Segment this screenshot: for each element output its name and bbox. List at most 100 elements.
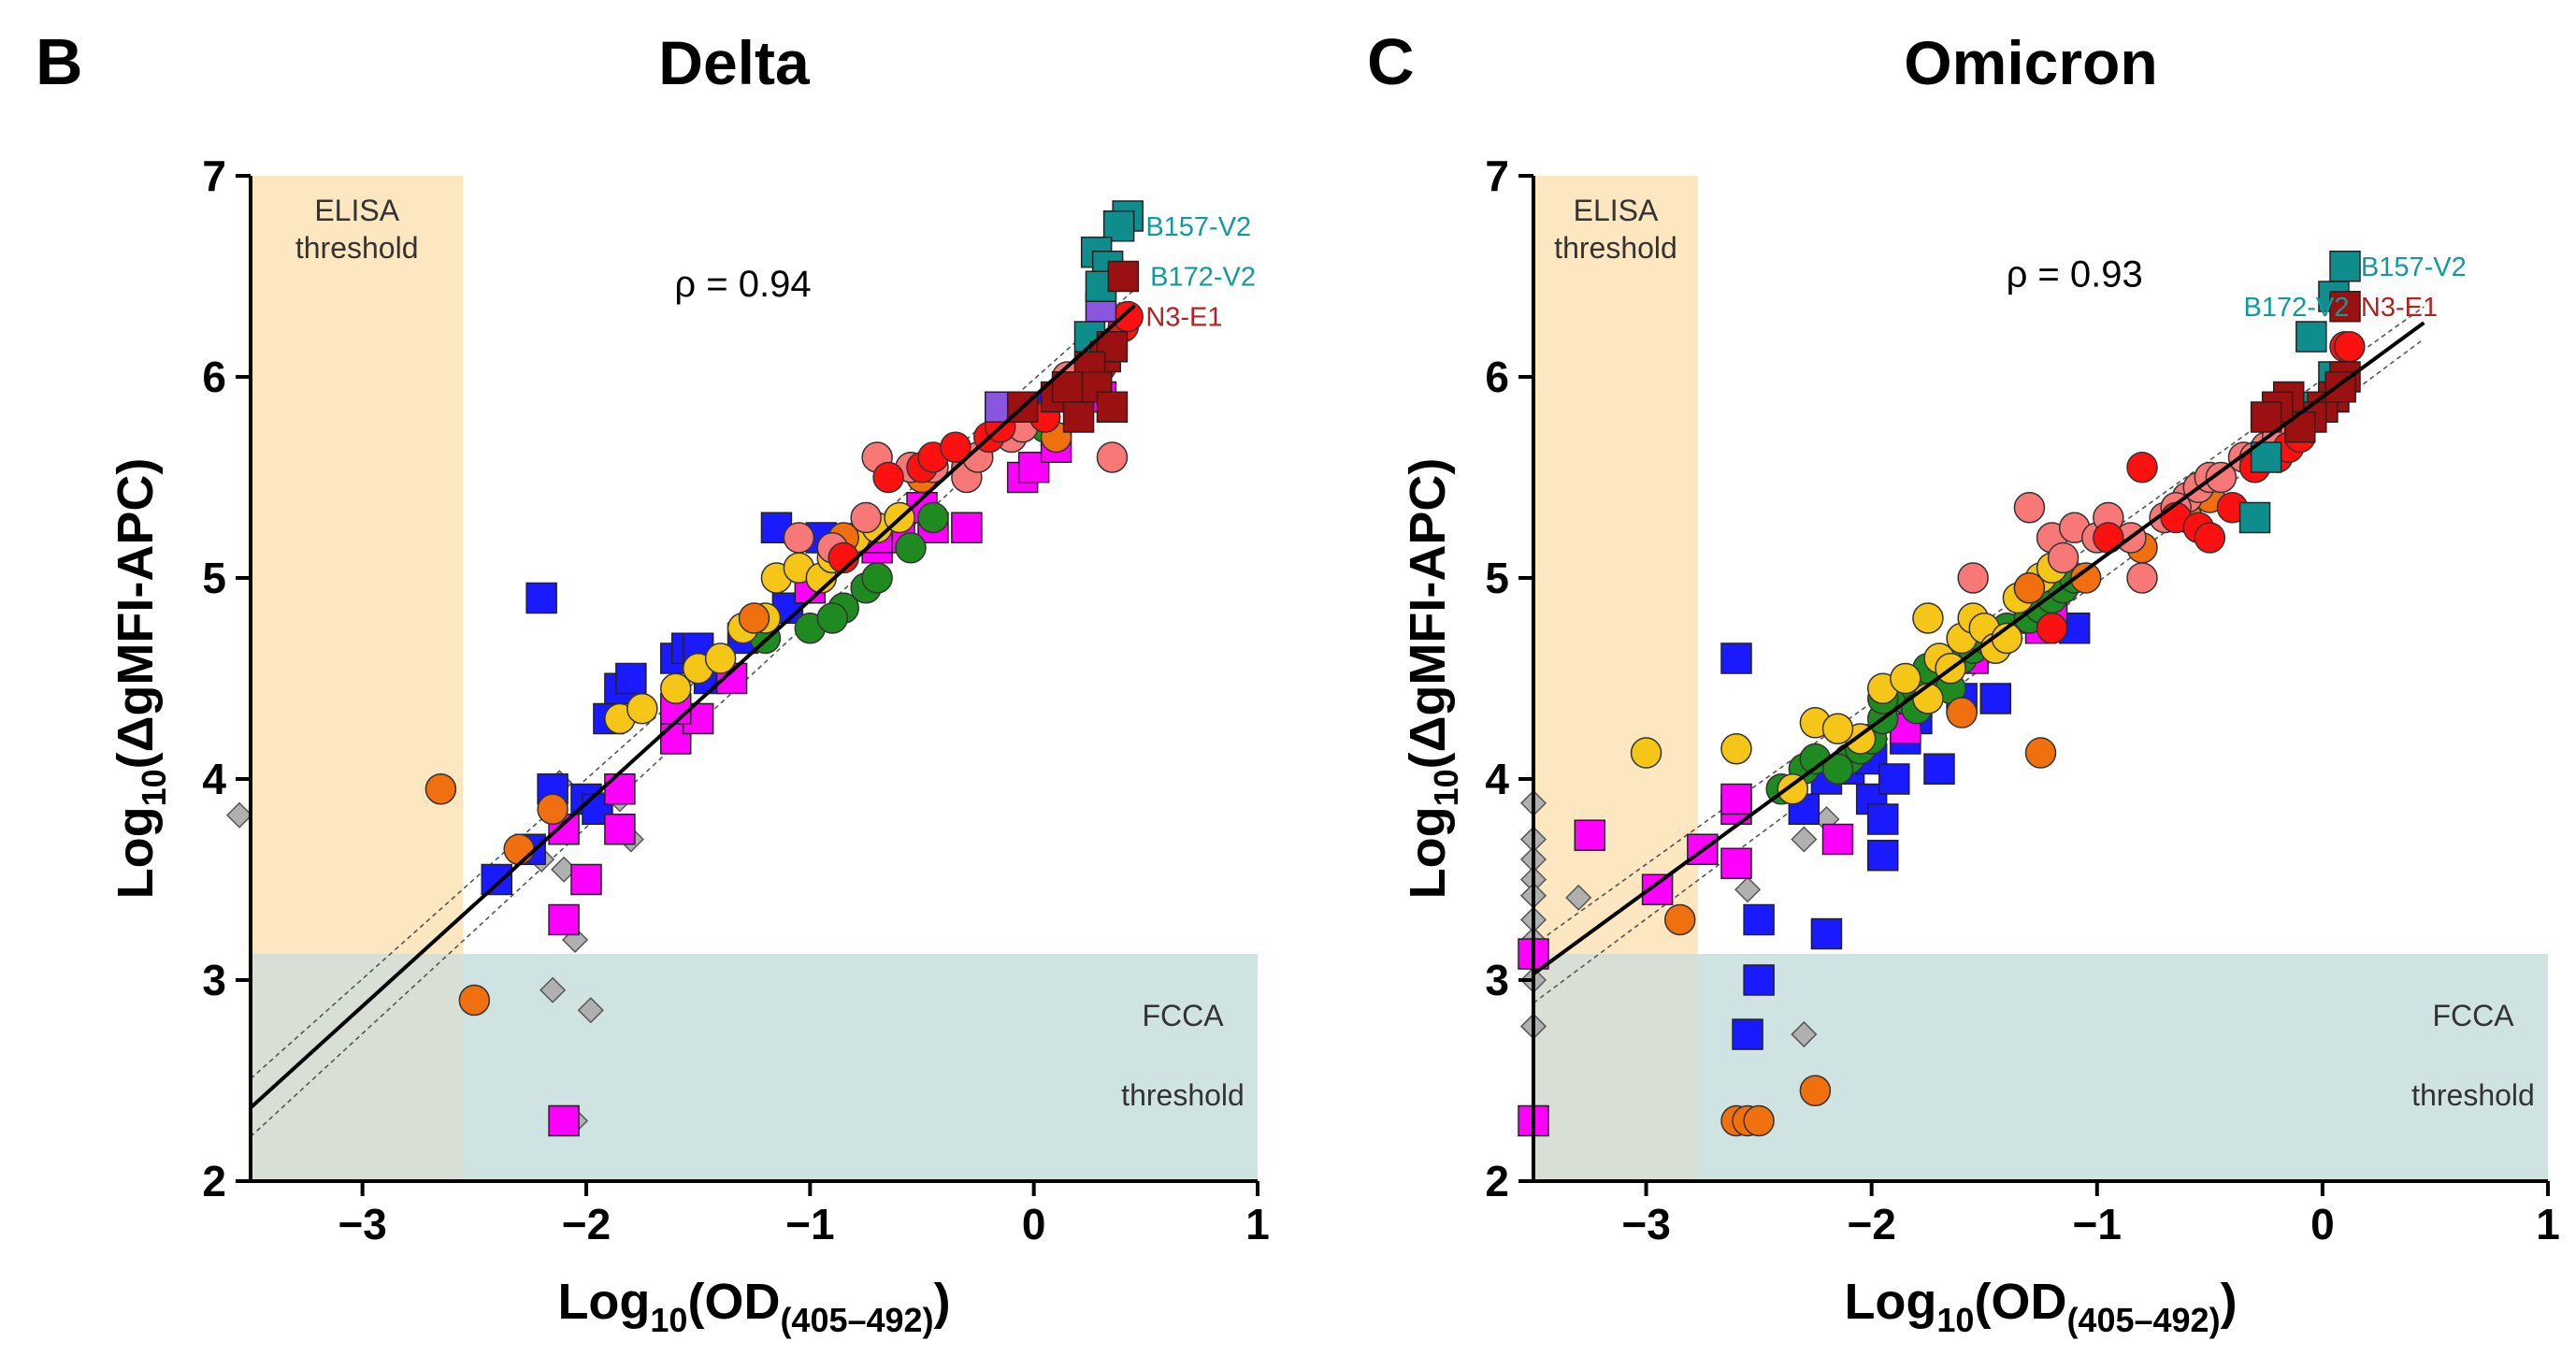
threshold-overlap-region: [251, 954, 464, 1181]
y-tick-label: 2: [202, 1157, 226, 1205]
y-tick-label: 7: [202, 151, 226, 200]
fcca-label-line1: FCCA: [1142, 999, 1224, 1032]
data-point: [1096, 441, 1129, 473]
y-tick-label: 6: [202, 353, 226, 401]
elisa-label-line2: threshold: [295, 231, 419, 265]
data-point: [1565, 884, 1592, 911]
y-tick-label: 3: [1485, 956, 1509, 1004]
data-point: [2069, 562, 2102, 594]
rho-label: ρ = 0.94: [674, 264, 811, 305]
y-tick-label: 3: [202, 956, 226, 1004]
data-point: [1743, 1104, 1775, 1137]
y-tick-label: 4: [1485, 755, 1509, 803]
data-point: [1821, 713, 1854, 744]
data-point: [2036, 613, 2068, 644]
data-point: [2205, 461, 2238, 494]
data-point: [1734, 876, 1762, 903]
data-point: [2194, 522, 2226, 554]
data-point: [1096, 391, 1129, 423]
x-tick-label: −3: [338, 1200, 386, 1248]
series-orange: [425, 421, 1072, 1017]
data-point: [481, 863, 513, 896]
x-tick-label: 0: [2310, 1200, 2335, 1248]
data-point: [2024, 737, 2057, 769]
data-point: [1574, 819, 1606, 851]
data-point: [2126, 452, 2158, 483]
data-point: [704, 642, 737, 674]
panel-c: ELISA threshold FCCA threshold −3 −2 −1 0 1 2 3 4 5 6…: [1367, 25, 2560, 1339]
data-point: [2334, 331, 2366, 363]
data-point: [1791, 1020, 1818, 1048]
y-tick-label: 5: [202, 554, 226, 602]
data-point: [1743, 964, 1775, 996]
x-axis-label: Log10(OD(405–492)): [557, 1274, 950, 1339]
x-tick-label: 1: [2536, 1200, 2560, 1248]
series-darkred: [1006, 260, 1140, 433]
data-point: [2250, 401, 2282, 433]
sample-annotation: B157-V2: [1145, 212, 1251, 242]
data-point: [615, 662, 647, 695]
data-point: [458, 984, 491, 1017]
x-axis-label: Log10(OD(405–492)): [1844, 1274, 2237, 1339]
data-point: [895, 532, 927, 564]
data-point: [548, 903, 580, 936]
data-point: [1720, 783, 1752, 815]
data-point: [1799, 1075, 1832, 1106]
fcca-label-line2: threshold: [2411, 1078, 2535, 1112]
data-point: [861, 562, 893, 594]
data-point: [850, 501, 882, 534]
data-point: [2329, 291, 2361, 323]
data-point: [1720, 847, 1752, 880]
data-point: [872, 461, 904, 494]
elisa-label-line1: ELISA: [1574, 194, 1659, 227]
data-point: [1720, 642, 1752, 674]
sample-annotation: B157-V2: [2361, 252, 2467, 282]
sample-annotation: N3-E1: [2361, 293, 2438, 323]
data-point: [1923, 753, 1955, 785]
data-point: [2295, 321, 2327, 353]
data-point: [626, 693, 658, 725]
data-point: [1732, 1018, 1763, 1050]
x-tick-label: −1: [785, 1200, 834, 1248]
x-tick-label: −2: [1847, 1200, 1895, 1248]
data-point: [1957, 562, 1989, 594]
data-point: [1743, 903, 1775, 936]
y-tick-label: 5: [1485, 554, 1509, 602]
data-point: [537, 793, 568, 825]
y-axis-label: Log10(ΔgMFI-APC): [1400, 458, 1465, 900]
data-point: [1062, 401, 1095, 433]
data-point: [1720, 733, 1752, 765]
data-point: [951, 512, 983, 543]
elisa-label-line2: threshold: [1554, 231, 1677, 265]
x-tick-label: −3: [1621, 1200, 1670, 1248]
data-point: [1912, 602, 1944, 634]
panel-letter: C: [1367, 25, 1415, 98]
data-point: [940, 431, 971, 463]
data-point: [1912, 683, 1944, 714]
data-point: [738, 602, 770, 634]
data-point: [548, 1104, 580, 1137]
data-point: [525, 582, 557, 614]
data-point: [1878, 763, 1910, 795]
data-point: [577, 997, 604, 1024]
sample-annotation: N3-E1: [1145, 303, 1222, 333]
data-point: [1107, 260, 1140, 293]
threshold-overlap-region: [1533, 954, 1699, 1181]
data-point: [1866, 839, 1899, 872]
sample-annotation: B172-V2: [2244, 293, 2350, 323]
data-point: [917, 501, 949, 534]
chart-title: Delta: [658, 28, 811, 97]
data-point: [604, 814, 636, 845]
data-point: [659, 672, 692, 704]
y-axis-label: Log10(ΔgMFI-APC): [108, 458, 173, 900]
data-point: [570, 863, 602, 896]
sample-annotation: B172-V2: [1150, 263, 1256, 293]
data-point: [2329, 251, 2361, 282]
regression-line: [1533, 321, 2425, 976]
data-point: [1112, 300, 1144, 333]
data-point: [604, 773, 636, 805]
x-tick-label: 1: [1245, 1200, 1270, 1248]
data-point: [2047, 541, 2080, 574]
data-point: [816, 602, 849, 634]
